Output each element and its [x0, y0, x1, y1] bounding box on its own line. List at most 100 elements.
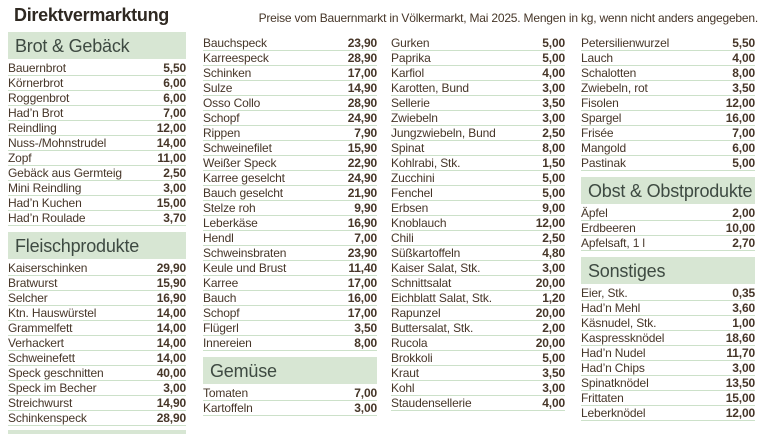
- price-row: Had’n Brot 7,00: [8, 106, 186, 121]
- price-column-3: Gurken 5,00 Paprika 5,00 Karfiol 4,00 Karotten…: [391, 32, 565, 411]
- price-row: Bauch geselcht 21,90: [203, 186, 377, 201]
- price-row: Spargel 16,00: [581, 111, 755, 126]
- item-price: 4,00: [732, 51, 755, 65]
- item-name: Nuss-/Mohnstrudel: [8, 136, 107, 150]
- page-title: Direktvermarktung: [14, 5, 169, 25]
- price-row: Zucchini 5,00: [391, 171, 565, 186]
- item-name: Bratwurst: [8, 276, 58, 290]
- price-rows-block: Petersilienwurzel 5,50 Lauch 4,00 Schalotten…: [581, 32, 755, 171]
- item-price: 1,20: [542, 291, 565, 305]
- price-row: Sellerie 3,50: [391, 96, 565, 111]
- item-name: Karree geselcht: [203, 171, 285, 185]
- price-row: Ktn. Hauswürstel 14,00: [8, 306, 186, 321]
- item-price: 5,50: [163, 61, 186, 75]
- price-row: Leberkäse 16,90: [203, 216, 377, 231]
- price-row: Hendl 7,00: [203, 231, 377, 246]
- item-price: 15,00: [156, 196, 186, 210]
- price-row: Frisée 7,00: [581, 126, 755, 141]
- price-row: Verhackert 14,00: [8, 336, 186, 351]
- item-price: 9,00: [542, 201, 565, 215]
- item-price: 5,00: [542, 186, 565, 200]
- price-row: Schinken 17,00: [203, 66, 377, 81]
- item-name: Osso Collo: [203, 96, 261, 110]
- price-row: Reindling 12,00: [8, 121, 186, 136]
- item-price: 17,00: [347, 306, 377, 320]
- item-price: 29,90: [156, 261, 186, 275]
- price-row: Karree geselcht 24,90: [203, 171, 377, 186]
- item-price: 3,60: [732, 301, 755, 315]
- item-name: Knoblauch: [391, 216, 447, 230]
- price-row: Zwiebeln 3,00: [391, 111, 565, 126]
- item-name: Karreespeck: [203, 51, 269, 65]
- item-price: 7,00: [163, 106, 186, 120]
- item-price: 14,00: [156, 321, 186, 335]
- section-header: Obst & Obstprodukte: [581, 177, 755, 204]
- item-name: Bauernbrot: [8, 61, 66, 75]
- item-name: Kraut: [391, 366, 419, 380]
- price-row: Schweinefilet 15,90: [203, 141, 377, 156]
- item-name: Schopf: [203, 111, 240, 125]
- item-name: Pastinak: [581, 156, 626, 170]
- price-row: Petersilienwurzel 5,50: [581, 36, 755, 51]
- item-price: 24,90: [347, 171, 377, 185]
- price-row: Schalotten 8,00: [581, 66, 755, 81]
- item-name: Frisée: [581, 126, 614, 140]
- item-name: Gurken: [391, 36, 430, 50]
- item-name: Gebäck aus Germteig: [8, 166, 122, 180]
- item-name: Had’n Brot: [8, 106, 64, 120]
- item-price: 5,00: [542, 51, 565, 65]
- price-row: Fenchel 5,00: [391, 186, 565, 201]
- item-price: 15,00: [725, 391, 755, 405]
- item-name: Schweinsbraten: [203, 246, 287, 260]
- item-price: 3,00: [542, 261, 565, 275]
- price-row: Streichwurst 14,90: [8, 396, 186, 411]
- item-price: 5,50: [732, 36, 755, 50]
- item-price: 23,90: [347, 36, 377, 50]
- item-price: 10,00: [725, 221, 755, 235]
- item-name: Selcher: [8, 291, 48, 305]
- item-price: 3,50: [732, 81, 755, 95]
- item-price: 5,00: [542, 351, 565, 365]
- item-price: 12,00: [725, 96, 755, 110]
- price-row: Schopf 24,90: [203, 111, 377, 126]
- price-row: Erbsen 9,00: [391, 201, 565, 216]
- item-price: 4,00: [542, 396, 565, 410]
- price-row: Had’n Roulade 3,70: [8, 211, 186, 226]
- item-name: Eichblatt Salat, Stk.: [391, 291, 492, 305]
- price-rows-block: Kaiserschinken 29,90 Bratwurst 15,90 Selcher…: [8, 261, 186, 426]
- item-name: Schinken: [203, 66, 252, 80]
- price-row: Käsnudel, Stk. 1,00: [581, 316, 755, 331]
- item-price: 14,00: [156, 336, 186, 350]
- price-row: Bauernbrot 5,50: [8, 61, 186, 76]
- item-price: 6,00: [163, 76, 186, 90]
- item-name: Had’n Nudel: [581, 346, 646, 360]
- item-name: Bauchspeck: [203, 36, 267, 50]
- section-header: Brot & Gebäck: [8, 32, 186, 59]
- item-price: 24,90: [347, 111, 377, 125]
- price-row: Kraut 3,50: [391, 366, 565, 381]
- item-name: Keule und Brust: [203, 261, 287, 275]
- item-price: 7,90: [354, 126, 377, 140]
- item-name: Käsnudel, Stk.: [581, 316, 657, 330]
- item-price: 5,00: [732, 156, 755, 170]
- price-row: Had’n Chips 3,00: [581, 361, 755, 376]
- price-row: Rippen 7,90: [203, 126, 377, 141]
- price-row: Tomaten 7,00: [203, 386, 377, 401]
- item-name: Zwiebeln: [391, 111, 438, 125]
- item-name: Reindling: [8, 121, 57, 135]
- item-name: Schnittsalat: [391, 276, 452, 290]
- item-name: Speck im Becher: [8, 381, 97, 395]
- item-price: 3,00: [542, 81, 565, 95]
- item-name: Had’n Mehl: [581, 301, 641, 315]
- item-name: Schalotten: [581, 66, 637, 80]
- item-price: 20,00: [535, 336, 565, 350]
- item-price: 6,00: [163, 91, 186, 105]
- item-name: Tomaten: [203, 386, 248, 400]
- price-row: Schweinefett 14,00: [8, 351, 186, 366]
- price-row: Grammelfett 14,00: [8, 321, 186, 336]
- price-row: Staudensellerie 4,00: [391, 396, 565, 411]
- item-name: Ktn. Hauswürstel: [8, 306, 97, 320]
- item-name: Verhackert: [8, 336, 64, 350]
- item-name: Karfiol: [391, 66, 424, 80]
- price-row: Fisolen 12,00: [581, 96, 755, 111]
